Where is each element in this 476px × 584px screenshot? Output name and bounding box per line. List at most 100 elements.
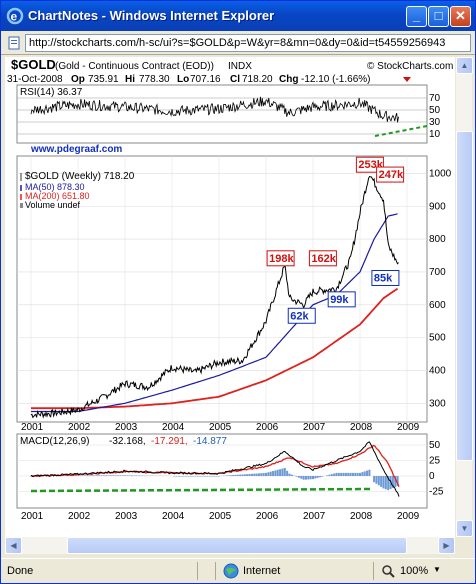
ie-logo-icon: e (6, 7, 24, 25)
maximize-button[interactable]: □ (428, 6, 449, 27)
vertical-scroll-thumb[interactable] (456, 131, 473, 461)
zoom-level[interactable]: 100% (400, 565, 429, 577)
macd-histogram-bar (333, 473, 336, 476)
macd-histogram-bar (227, 475, 230, 476)
macd-histogram-bar (189, 476, 192, 477)
macd-histogram-bar (173, 476, 176, 477)
year-label: 2004 (162, 511, 185, 522)
macd-histogram-bar (208, 476, 211, 477)
scroll-down-icon[interactable]: ▼ (456, 520, 473, 537)
macd-histogram-bar (347, 472, 350, 476)
macd-histogram-bar (382, 476, 385, 489)
macd-histogram-bar (213, 476, 216, 477)
macd-histogram-bar (187, 476, 190, 477)
macd-label: MACD(12,26,9) (20, 436, 89, 447)
horizontal-scroll-thumb[interactable] (67, 537, 407, 554)
macd-histogram-bar (295, 476, 298, 477)
year-label: 2005 (209, 422, 232, 433)
zoom-dropdown-icon[interactable]: ▼ (433, 565, 441, 574)
macd-histogram-bar (384, 476, 387, 490)
macd-histogram-bar (366, 470, 369, 476)
macd-histogram-bar (373, 476, 376, 483)
macd-histogram-bar (297, 476, 300, 478)
macd-histogram-bar (246, 474, 249, 476)
macd-histogram-bar (79, 475, 82, 476)
macd-histogram-bar (192, 476, 195, 477)
macd-histogram-bar (349, 472, 352, 476)
macd-histogram-bar (114, 475, 117, 476)
macd-histogram-bar (276, 469, 279, 476)
url-field[interactable]: http://stockcharts.com/h-sc/ui?s=$GOLD&p… (25, 34, 471, 52)
macd-histogram-bar (319, 476, 322, 478)
year-label: 2004 (162, 422, 185, 433)
macd-histogram-bar (119, 475, 122, 476)
macd-histogram-bar (312, 476, 314, 480)
stock-chart: $GOLD (Gold - Continuous Contract (EOD))… (7, 57, 453, 522)
macd-tick-label: 0 (429, 471, 435, 482)
open-value: 735.91 (88, 74, 119, 85)
macd-histogram-bar (389, 476, 392, 490)
macd-histogram-bar (255, 473, 258, 476)
svg-text:198k: 198k (269, 253, 294, 265)
scroll-left-icon[interactable]: ◀ (5, 537, 22, 554)
macd-histogram-bar (215, 476, 218, 477)
macd-histogram-bar (300, 476, 303, 479)
price-tick-label: 600 (429, 300, 446, 311)
year-label: 2005 (209, 511, 232, 522)
page-icon (8, 36, 20, 50)
macd-histogram-bar (253, 473, 256, 476)
macd-signal-value: -17.291, (151, 436, 188, 447)
close-button[interactable]: ✕ (450, 6, 471, 27)
macd-histogram-bar (131, 475, 134, 476)
security-zone: Internet (243, 565, 281, 577)
macd-histogram-bar (375, 476, 378, 484)
macd-histogram-bar (326, 475, 329, 476)
macd-tick-label: -25 (429, 487, 444, 498)
macd-histogram-bar (361, 472, 364, 476)
title-bar[interactable]: e ChartNotes - Windows Internet Explorer… (1, 1, 475, 31)
macd-histogram-bar (321, 476, 324, 477)
rsi-tick-label: 30 (429, 117, 441, 128)
macd-histogram-bar (95, 475, 98, 476)
svg-text:99k: 99k (330, 294, 349, 306)
macd-histogram-bar (279, 469, 282, 476)
macd-histogram-bar (100, 475, 103, 476)
year-label: 2007 (303, 511, 326, 522)
macd-tick-label: 50 (429, 440, 441, 451)
macd-histogram-bar (107, 475, 110, 476)
macd-histogram-bar (337, 472, 340, 476)
price-tick-label: 400 (429, 365, 446, 376)
macd-histogram-bar (77, 475, 79, 476)
scroll-up-icon[interactable]: ▲ (456, 57, 473, 74)
vertical-scrollbar[interactable]: ▲ ▼ (455, 57, 473, 537)
close-label: Cl (230, 74, 240, 85)
year-label: 2006 (256, 422, 279, 433)
year-label: 2009 (397, 511, 420, 522)
macd-histogram-bar (351, 472, 354, 476)
scroll-right-icon[interactable]: ▶ (438, 537, 455, 554)
annotation-label: 247k (376, 166, 405, 183)
year-label: 2003 (115, 422, 138, 433)
macd-histogram-bar (206, 476, 209, 477)
macd-histogram-bar (84, 475, 87, 476)
annotation-label: 162k (308, 250, 337, 267)
rsi-line (30, 96, 399, 123)
macd-histogram-bar (218, 476, 220, 477)
horizontal-scrollbar[interactable]: ◀ ▶ (5, 537, 455, 554)
high-value: 778.30 (139, 74, 170, 85)
macd-histogram-bar (201, 476, 204, 477)
chart-exchange: INDX (228, 61, 252, 72)
address-bar: http://stockcharts.com/h-sc/ui?s=$GOLD&p… (1, 31, 475, 55)
macd-histogram-bar (250, 473, 253, 476)
year-label: 2006 (256, 511, 279, 522)
macd-histogram-bar (112, 475, 115, 476)
svg-text:e: e (11, 10, 18, 24)
macd-tick-label: 25 (429, 456, 441, 467)
minimize-button[interactable]: _ (406, 6, 427, 27)
rsi-panel (16, 84, 428, 144)
macd-histogram-bar (307, 476, 310, 480)
change-label: Chg (279, 74, 298, 85)
macd-histogram-bar (344, 472, 347, 476)
macd-histogram-bar (232, 475, 235, 476)
